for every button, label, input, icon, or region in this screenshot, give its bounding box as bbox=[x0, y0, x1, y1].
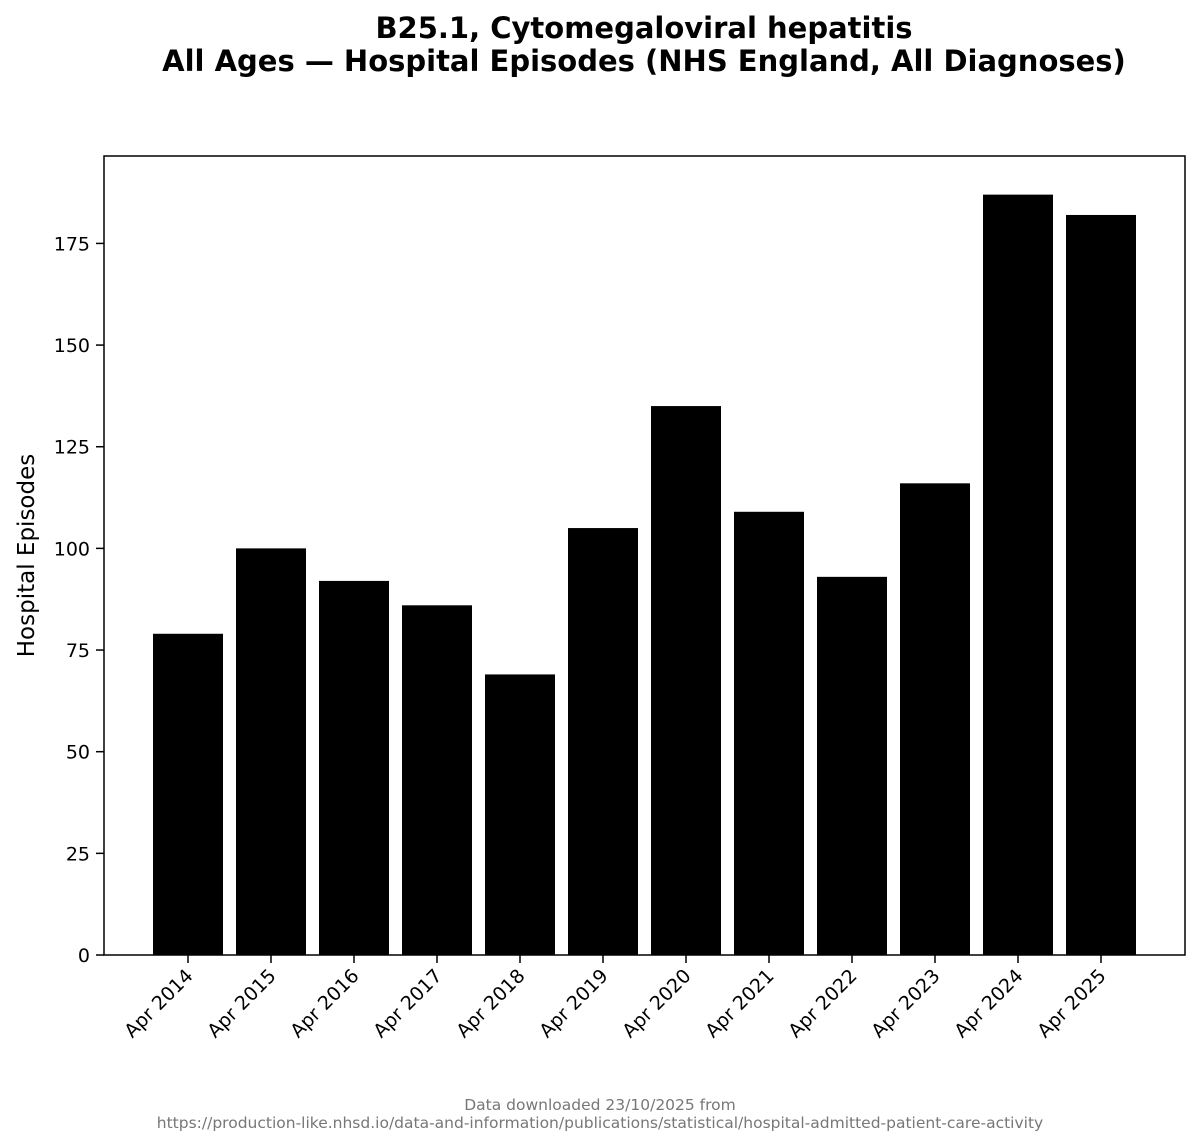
bar-apr-2024 bbox=[983, 194, 1053, 956]
y-tick-label: 75 bbox=[66, 640, 90, 662]
y-axis-label: Hospital Episodes bbox=[14, 454, 40, 657]
y-axis: 0 25 50 75 100 125 150 175 bbox=[54, 233, 104, 967]
chart-title-line-1: B25.1, Cytomegaloviral hepatitis bbox=[375, 11, 912, 45]
bar-apr-2015 bbox=[236, 548, 306, 955]
plot-frame bbox=[103, 155, 1186, 956]
y-tick-label: 175 bbox=[54, 233, 90, 255]
y-tick-label: 25 bbox=[66, 843, 90, 865]
bar-apr-2019 bbox=[568, 528, 638, 955]
chart-title-line-2: All Ages — Hospital Episodes (NHS Englan… bbox=[162, 44, 1126, 78]
bar-apr-2018 bbox=[485, 674, 555, 955]
footer-line-1: Data downloaded 23/10/2025 from bbox=[464, 1096, 736, 1114]
bar-apr-2017 bbox=[402, 605, 472, 955]
y-tick-label: 125 bbox=[54, 437, 90, 459]
y-tick-label: 50 bbox=[66, 742, 90, 764]
y-tick-label: 150 bbox=[54, 335, 90, 357]
bar-apr-2014 bbox=[153, 633, 223, 955]
bars-group bbox=[153, 194, 1136, 956]
bar-apr-2023 bbox=[900, 483, 970, 955]
bar-apr-2022 bbox=[817, 576, 887, 955]
y-tick-label: 0 bbox=[78, 945, 90, 967]
footer-line-2: https://production-like.nhsd.io/data-and… bbox=[157, 1114, 1043, 1132]
bar-apr-2021 bbox=[734, 511, 804, 955]
bar-apr-2016 bbox=[319, 580, 389, 955]
bar-apr-2025 bbox=[1066, 214, 1136, 955]
bar-apr-2020 bbox=[651, 406, 721, 955]
y-tick-label: 100 bbox=[54, 538, 90, 560]
